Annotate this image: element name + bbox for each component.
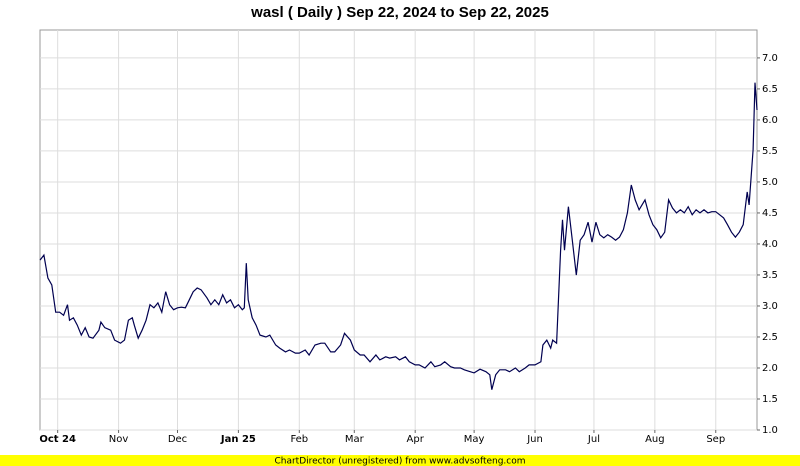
y-tick-label: 6.0 [762,115,778,126]
y-tick-label: 6.5 [762,84,778,95]
footer-bar [0,455,800,466]
footer: ChartDirector (unregistered) from www.ad… [274,457,525,466]
y-tick-label: 5.5 [762,146,778,157]
x-tick-label: Aug [645,434,665,445]
x-tick-label: Feb [290,434,308,445]
x-tick-label: Jul [587,434,600,445]
y-tick-label: 7.0 [762,53,778,64]
chart-title: wasl ( Daily ) Sep 22, 2024 to Sep 22, 2… [250,4,549,21]
x-tick-label: Sep [706,434,725,445]
y-tick-label: 5.0 [762,177,778,188]
x-tick-label: May [464,434,485,445]
x-tick-label: Nov [109,434,129,445]
x-tick-label: Oct 24 [39,434,76,445]
x-tick-label: Mar [345,434,365,445]
y-tick-label: 4.5 [762,208,778,219]
price-line [39,82,758,390]
x-tick-label: Apr [407,434,425,445]
x-tick-label: Dec [168,434,187,445]
x-tick-label: Jan 25 [220,434,256,445]
y-tick-label: 1.5 [762,394,778,405]
y-tick-label: 4.0 [762,239,778,250]
x-tick-label: Jun [526,434,543,445]
y-tick-label: 2.0 [762,363,778,374]
y-tick-label: 3.5 [762,270,778,281]
y-tick-label: 1.0 [762,425,778,436]
y-tick-label: 2.5 [762,332,778,343]
y-tick-label: 3.0 [762,301,778,312]
plot-area [39,29,758,431]
